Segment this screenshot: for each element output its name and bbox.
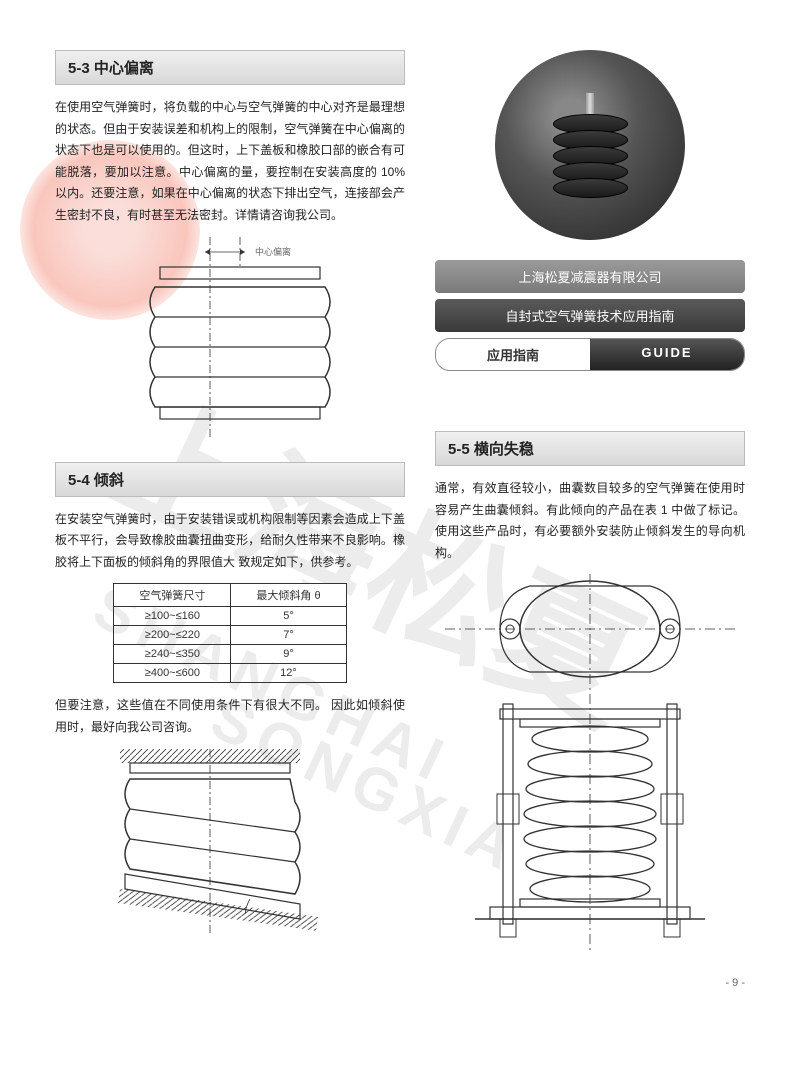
table-header-angle: 最大倾斜角 θ <box>231 584 346 607</box>
tilt-angle-table: 空气弹簧尺寸 最大倾斜角 θ ≥100~≤1605° ≥200~≤2207° ≥… <box>113 583 346 683</box>
guide-bar: 应用指南 GUIDE <box>435 338 745 371</box>
section-5-5-body: 通常，有效直径较小，曲囊数目较多的空气弹簧在使用时容易产生曲囊倾斜。有此倾向的产… <box>435 478 745 564</box>
diagram-5-3: 中心偏离 <box>55 237 405 437</box>
diagram-5-5 <box>435 574 745 954</box>
section-5-4-note: 但要注意，这些值在不同使用条件下有很大不同。 因此如倾斜使用时，最好向我公司咨询… <box>55 695 405 738</box>
subtitle-bar: 自封式空气弹簧技术应用指南 <box>435 299 745 332</box>
table-row: ≥100~≤1605° <box>114 607 346 626</box>
guide-label-en: GUIDE <box>590 339 744 370</box>
table-row: ≥240~≤3509° <box>114 645 346 664</box>
section-5-3-header: 5-3 中心偏离 <box>55 50 405 85</box>
guide-label-cn: 应用指南 <box>436 339 590 370</box>
table-row: ≥400~≤60012° <box>114 664 346 683</box>
section-5-3-body: 在使用空气弹簧时，将负载的中心与空气弹簧的中心对齐是最理想的状态。但由于安装误差… <box>55 97 405 227</box>
right-column: 上海松夏减震器有限公司 自封式空气弹簧技术应用指南 应用指南 GUIDE 5-5… <box>435 50 745 979</box>
product-photo <box>495 50 685 240</box>
section-5-4-body: 在安装空气弹簧时，由于安装错误或机构限制等因素会造成上下盖板不平行，会导致橡胶曲… <box>55 509 405 574</box>
table-header-size: 空气弹簧尺寸 <box>114 584 231 607</box>
company-bar: 上海松夏减震器有限公司 <box>435 260 745 293</box>
diagram-5-4 <box>55 749 405 939</box>
offset-label: 中心偏离 <box>255 246 291 257</box>
page-content: 5-3 中心偏离 在使用空气弹簧时，将负载的中心与空气弹簧的中心对齐是最理想的状… <box>0 0 800 1009</box>
table-row: ≥200~≤2207° <box>114 626 346 645</box>
left-column: 5-3 中心偏离 在使用空气弹簧时，将负载的中心与空气弹簧的中心对齐是最理想的状… <box>55 50 405 979</box>
section-5-5-header: 5-5 横向失稳 <box>435 431 745 466</box>
section-5-4-header: 5-4 倾斜 <box>55 462 405 497</box>
page-number: - 9 - <box>725 977 745 989</box>
